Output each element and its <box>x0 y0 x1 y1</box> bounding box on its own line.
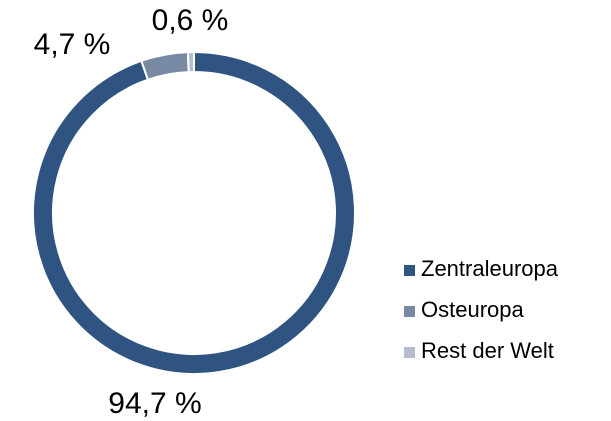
legend-label: Rest der Welt <box>421 338 554 363</box>
donut-segment <box>186 50 195 74</box>
legend-label: Osteuropa <box>421 297 524 322</box>
value-label: 0,6 % <box>152 4 229 37</box>
legend-label: Zentraleuropa <box>421 256 559 281</box>
donut-segment <box>140 51 190 82</box>
legend-swatch <box>404 265 415 276</box>
value-label: 4,7 % <box>34 28 111 61</box>
legend-swatch <box>404 347 415 358</box>
donut-segment <box>32 50 356 375</box>
value-label: 94,7 % <box>108 387 201 420</box>
legend-swatch <box>404 306 415 317</box>
